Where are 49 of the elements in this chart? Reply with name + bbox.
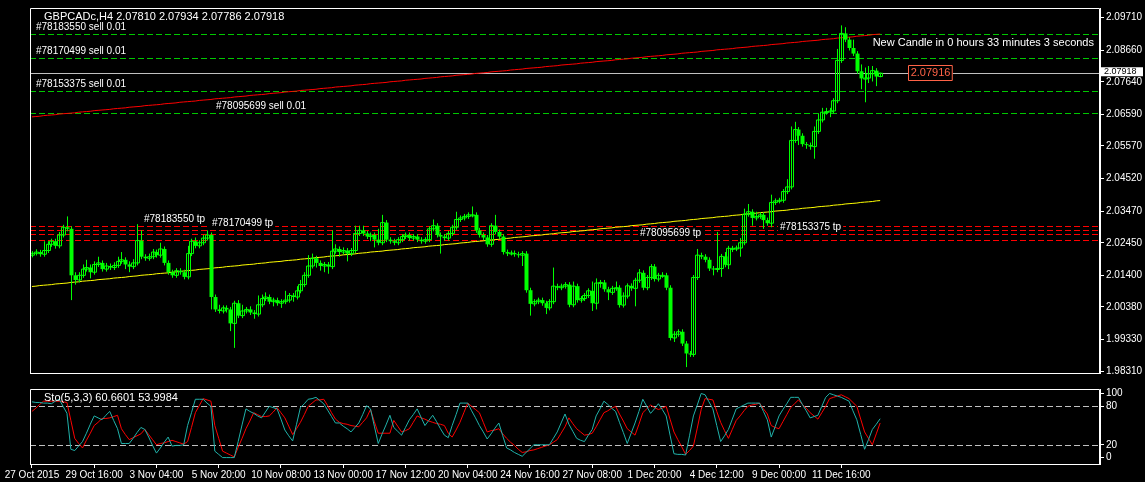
y-tick-label: 2.00380 — [1106, 300, 1143, 312]
x-tick-label: 10 Nov 08:00 — [251, 468, 312, 480]
x-tick-label: 20 Nov 04:00 — [437, 468, 498, 480]
x-tick-label: 27 Nov 08:00 — [562, 468, 623, 480]
annotation: New Candle in 0 hours 33 minutes 3 seconds — [872, 36, 1095, 49]
y-tick-label: 2.01400 — [1106, 269, 1143, 281]
y-tick-label: 80 — [1106, 400, 1118, 412]
y-tick-label: 2.02450 — [1106, 236, 1143, 248]
ref-line-label: #78183550 sell 0.01 — [36, 21, 127, 33]
y-tick-label: 2.05570 — [1106, 139, 1143, 151]
y-tick-label: 2.03470 — [1106, 204, 1143, 216]
y-tick-label: 2.07640 — [1106, 75, 1143, 87]
y-tick-label: 2.08660 — [1106, 43, 1143, 55]
candlestick — [571, 281, 576, 308]
x-tick-label: 1 Dec 20:00 — [627, 468, 682, 480]
x-tick-label: 11 Dec 16:00 — [811, 468, 872, 480]
chart-title: GBPCADc,H4 2.07810 2.07934 2.07786 2.07918 — [44, 10, 285, 23]
ref-line-label: #78095699 tp — [640, 226, 702, 238]
x-tick-label: 24 Nov 16:00 — [500, 468, 561, 480]
x-tick-label: 29 Oct 16:00 — [65, 468, 124, 480]
x-tick-label: 17 Nov 12:00 — [375, 468, 436, 480]
y-tick-label: 2.09710 — [1106, 11, 1143, 23]
x-tick-label: 9 Dec 00:00 — [752, 468, 807, 480]
y-tick-label: 0 — [1106, 451, 1112, 463]
ref-line-label: #78153375 sell 0.01 — [36, 78, 127, 90]
chart-title: Sto(5,3,3) 60.6601 53.9984 — [44, 391, 178, 404]
candlestick — [789, 125, 794, 190]
ref-line-label: 2.07918 — [1104, 66, 1137, 77]
x-tick-label: 13 Nov 00:00 — [313, 468, 374, 480]
y-tick-label: 1.99330 — [1106, 333, 1143, 345]
candlestick — [92, 260, 97, 276]
x-tick-label: 4 Dec 12:00 — [689, 468, 745, 480]
y-tick-label: 2.04520 — [1106, 172, 1143, 184]
ref-line-label: #78170499 sell 0.01 — [36, 44, 127, 56]
x-tick-label: 3 Nov 04:00 — [129, 468, 184, 480]
ref-line-label: #78095699 sell 0.01 — [216, 100, 307, 112]
y-tick-label: 1.98310 — [1106, 364, 1143, 376]
ref-line-label: #78153375 tp — [780, 221, 842, 233]
x-tick-label: 27 Oct 2015 — [4, 468, 60, 480]
ref-line-label: #78170499 tp — [212, 217, 274, 229]
annotation: 2.07916 — [910, 66, 951, 79]
y-tick-label: 20 — [1106, 438, 1118, 450]
y-tick-label: 100 — [1106, 387, 1124, 399]
ref-line-label: #78183550 tp — [144, 213, 206, 225]
y-tick-label: 2.06590 — [1106, 108, 1143, 120]
candlestick — [474, 211, 479, 234]
candlestick — [715, 231, 720, 273]
candlestick — [135, 223, 140, 266]
x-tick-label: 5 Nov 20:00 — [191, 468, 247, 480]
